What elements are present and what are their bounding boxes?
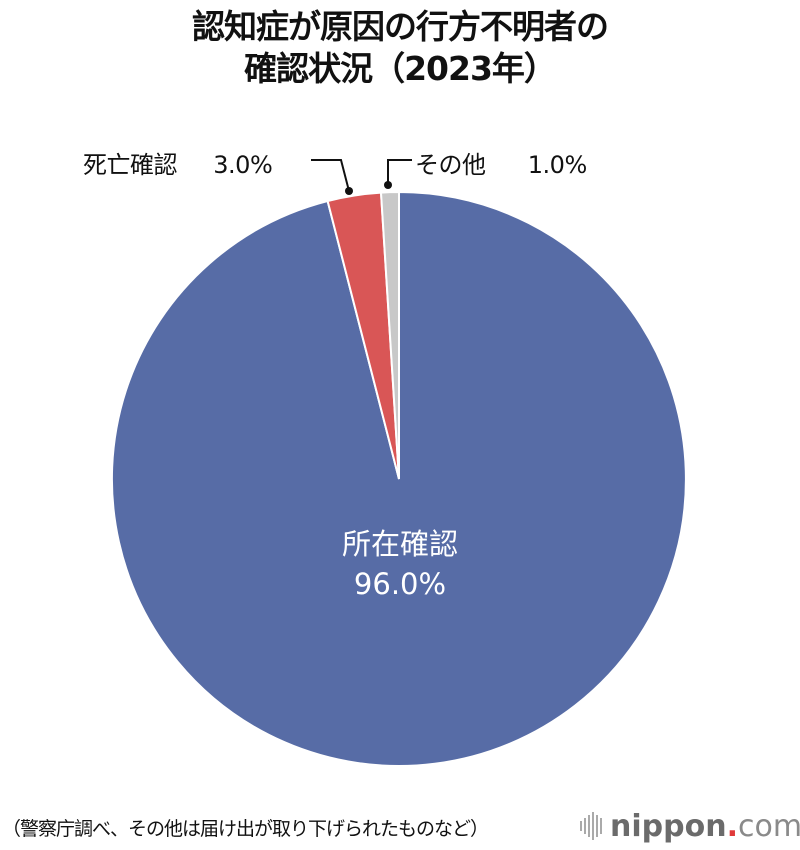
leader-line-death (311, 159, 350, 192)
label-other-name: その他 (415, 151, 486, 179)
label-death-name: 死亡確認 (83, 151, 178, 179)
label-found-value: 96.0% (353, 567, 447, 601)
leader-dot-other (384, 181, 392, 189)
label-found-name: 所在確認 (341, 527, 458, 561)
pie-slice-other (379, 190, 400, 480)
label-other-value: 1.0% (527, 151, 587, 179)
label-found: 所在確認 96.0% (250, 524, 550, 604)
label-other: その他 1.0% (415, 145, 587, 180)
logo-dot: . (726, 808, 738, 844)
nippon-com-logo: nippon. com (580, 808, 800, 844)
logo-suffix: com (737, 808, 800, 844)
label-death: 死亡確認 3.0% (83, 145, 273, 180)
chart-title: 認知症が原因の行方不明者の 確認状況（2023年） (0, 6, 800, 90)
logo-bars-icon (580, 812, 602, 840)
chart-title-line-1: 認知症が原因の行方不明者の (192, 7, 609, 46)
leader-dot-death (345, 187, 353, 195)
label-death-value: 3.0% (213, 151, 273, 179)
chart-title-line-2: 確認状況（2023年） (244, 49, 557, 88)
source-note: （警察庁調べ、その他は届け出が取り下げられたものなど） (2, 818, 489, 840)
logo-word: nippon (610, 808, 727, 844)
leader-line-other (387, 159, 412, 184)
